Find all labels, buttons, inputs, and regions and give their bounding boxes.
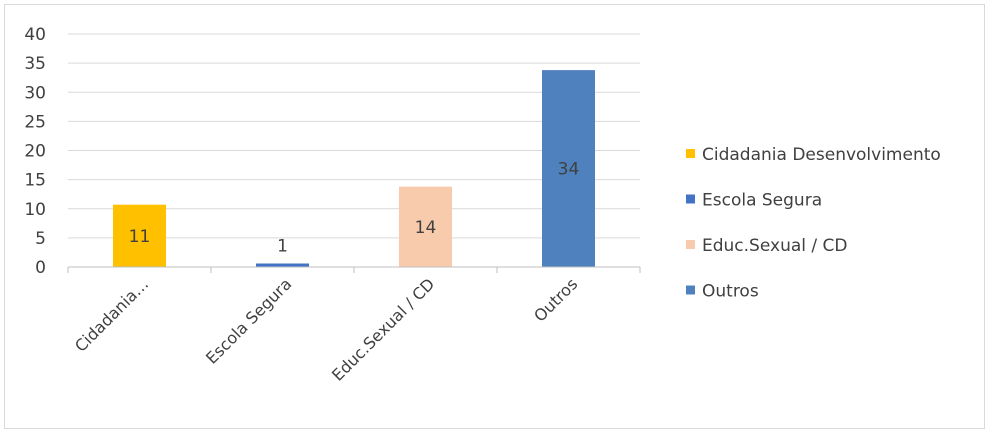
legend-swatch-1 (686, 194, 695, 204)
category-labels: Cidadania… Escola Segura Educ.Sexual / CD O… (71, 274, 581, 384)
data-label-0: 11 (129, 227, 151, 247)
y-tick-label-5: 5 (35, 229, 46, 249)
y-tick-label-15: 15 (24, 171, 46, 191)
category-label-1: Escola Segura (202, 274, 295, 367)
bars (113, 70, 595, 268)
legend-label-1: Escola Segura (702, 191, 822, 211)
legend-swatch-3 (686, 285, 695, 295)
legend-label-3: Outros (702, 282, 759, 302)
y-tick-label-40: 40 (24, 25, 46, 45)
category-label-0: Cidadania… (71, 274, 152, 355)
y-tick-label-30: 30 (24, 83, 46, 103)
legend-label-0: Cidadania Desenvolvimento (702, 145, 941, 165)
bar-2 (399, 186, 452, 267)
y-tick-label-20: 20 (24, 142, 46, 162)
legend: Cidadania Desenvolvimento Escola Segura Ed… (686, 145, 941, 302)
legend-swatch-2 (686, 240, 695, 249)
bar-1 (256, 263, 309, 267)
data-label-2: 14 (415, 218, 437, 238)
category-label-3: Outros (530, 274, 581, 325)
chart-frame (4, 4, 985, 429)
bar-3 (542, 70, 595, 268)
x-axis (67, 266, 641, 273)
y-axis-ticks: 0 5 10 15 20 25 30 35 40 (24, 25, 46, 278)
y-tick-label-25: 25 (24, 112, 46, 132)
bar-0 (113, 204, 166, 267)
y-tick-label-10: 10 (24, 200, 46, 220)
legend-swatch-0 (686, 149, 695, 158)
data-label-1: 1 (277, 237, 288, 257)
y-tick-label-0: 0 (35, 258, 46, 278)
y-tick-label-35: 35 (24, 54, 46, 74)
category-label-2: Educ.Sexual / CD (328, 274, 438, 384)
data-label-3: 34 (558, 160, 580, 180)
legend-label-2: Educ.Sexual / CD (702, 236, 847, 256)
